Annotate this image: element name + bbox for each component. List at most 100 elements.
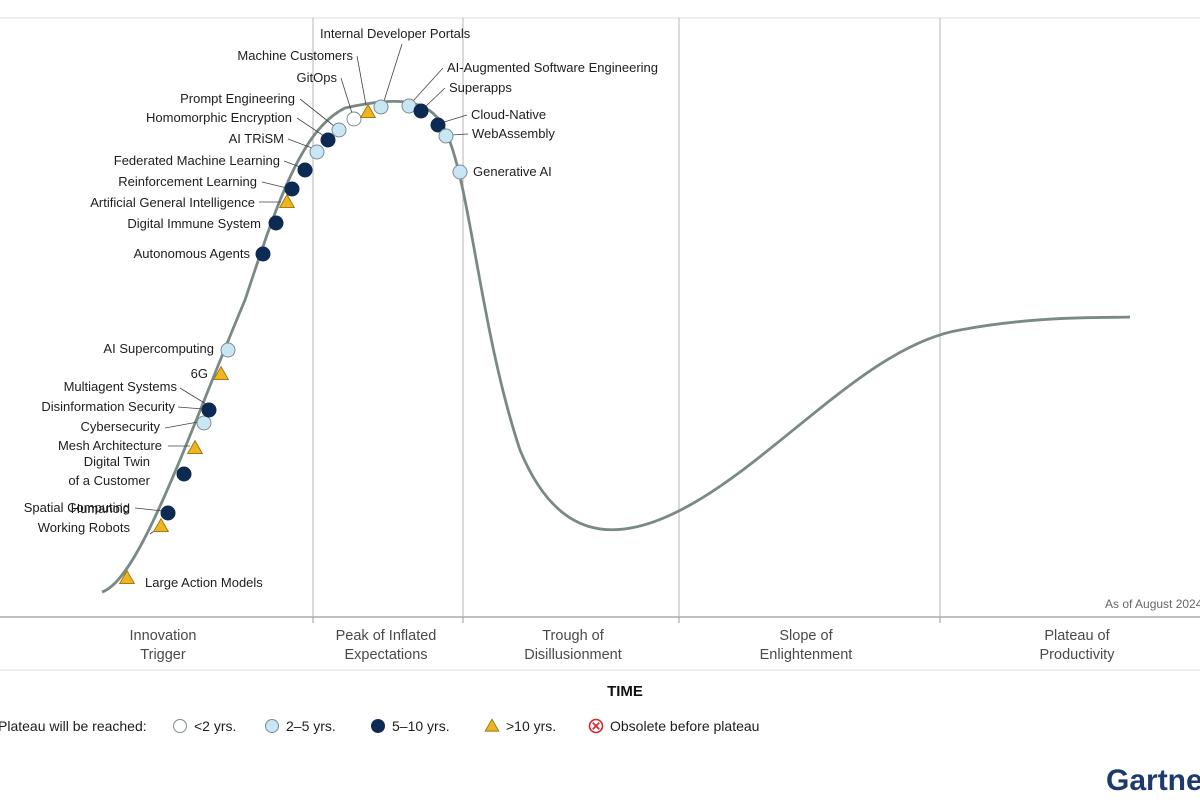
- phase-label-line: Expectations: [344, 647, 427, 663]
- leader-line-webassembly: [450, 133, 469, 136]
- legend: Plateau will be reached: <2 yrs. 2–5 yrs. 5…: [0, 718, 759, 734]
- phase-label-peak-of-inflated-expectations: Peak of Inflated Expectations: [336, 628, 437, 663]
- marker-autonomous-agents: [255, 246, 271, 262]
- label-gitops: GitOps: [297, 70, 338, 85]
- marker-mesh-architecture: [186, 439, 204, 454]
- marker-digital-immune-system: [268, 215, 284, 231]
- marker-ai-supercomputing: [220, 342, 236, 358]
- label-spatial-computing: Spatial Computing: [24, 500, 130, 515]
- marker-digital-twin-of-a-customer: [176, 466, 192, 482]
- phase-label-plateau-of-productivity: Plateau of Productivity: [1040, 628, 1116, 663]
- marker-machine-customers: [359, 103, 377, 118]
- label-homomorphic-encryption: Homomorphic Encryption: [146, 110, 292, 125]
- marker-humanoid-working-robots: [152, 517, 170, 532]
- chart-frame: [0, 17, 1200, 671]
- phase-label-line: Enlightenment: [760, 647, 853, 663]
- legend-label-gt10: >10 yrs.: [506, 718, 556, 734]
- marker-6g: [212, 365, 230, 380]
- leader-line-spatial-computing: [134, 507, 164, 512]
- label-superapps: Superapps: [449, 80, 512, 95]
- label-ai-trism: AI TRiSM: [229, 131, 284, 146]
- marker-spatial-computing: [160, 505, 176, 521]
- hype-curve: [101, 99, 1131, 594]
- leader-line-gitops: [340, 77, 353, 114]
- technology-markers: [118, 98, 468, 584]
- phase-label-line: Slope of: [779, 628, 833, 644]
- marker-cybersecurity: [196, 415, 212, 431]
- label-mesh-architecture: Mesh Architecture: [58, 438, 162, 453]
- marker-internal-developer-portals: [373, 99, 389, 115]
- label-ai-supercomputing: AI Supercomputing: [103, 341, 214, 356]
- marker-gitops: [346, 111, 362, 127]
- obsolete-cross-b: [592, 722, 600, 730]
- label-federated-machine-learning: Federated Machine Learning: [114, 153, 280, 168]
- leader-line-homomorphic-encryption: [296, 117, 325, 137]
- phase-label-line: Innovation: [130, 628, 197, 644]
- marker-federated-machine-learning: [297, 162, 313, 178]
- leader-line-ai-trism: [287, 138, 313, 149]
- label-machine-customers: Machine Customers: [237, 48, 353, 63]
- phase-label-line: Plateau of: [1044, 628, 1110, 644]
- marker-superapps: [413, 103, 429, 119]
- legend-marker-obsolete: [588, 718, 604, 734]
- leader-line-superapps: [425, 87, 446, 107]
- phase-label-line: Disillusionment: [524, 647, 622, 663]
- marker-large-action-models: [118, 569, 136, 584]
- label-line: of a Customer: [68, 473, 150, 488]
- phase-label-line: Peak of Inflated: [336, 628, 437, 644]
- label-prompt-engineering: Prompt Engineering: [180, 91, 295, 106]
- leader-line-reinforcement-learning: [261, 181, 288, 189]
- leader-line-federated-machine-learning: [283, 160, 301, 168]
- label-large-action-models: Large Action Models: [145, 575, 263, 590]
- marker-prompt-engineering: [331, 122, 347, 138]
- label-digital-immune-system: Digital Immune System: [127, 216, 261, 231]
- phase-label-line: Trigger: [140, 647, 186, 663]
- phase-label-line: Productivity: [1040, 647, 1116, 663]
- legend-label-2to5: 2–5 yrs.: [286, 718, 336, 734]
- leader-line-prompt-engineering: [299, 98, 335, 127]
- legend-label-lt2: <2 yrs.: [194, 718, 236, 734]
- technology-labels: Large Action Models Humanoid Working Robot…: [24, 26, 658, 590]
- label-cloud-native: Cloud-Native: [471, 107, 546, 122]
- label-digital-twin-of-a-customer: Digital Twin of a Customer: [68, 454, 150, 488]
- marker-disinformation-security: [201, 402, 217, 418]
- legend-marker-gt10: [484, 718, 500, 732]
- marker-generative-ai: [452, 164, 468, 180]
- phase-label-line: Trough of: [542, 628, 604, 644]
- marker-cloud-native: [430, 117, 446, 133]
- marker-ai-trism: [309, 144, 325, 160]
- legend-prefix: Plateau will be reached:: [0, 718, 147, 734]
- label-disinformation-security: Disinformation Security: [41, 399, 175, 414]
- phase-labels: Innovation Trigger Peak of Inflated Expecta…: [130, 628, 1116, 663]
- brand-logo: Gartner: [1106, 764, 1200, 797]
- label-humanoid-working-robots: Humanoid Working Robots: [38, 501, 131, 535]
- label-line: Digital Twin: [84, 454, 150, 469]
- leader-line-disinformation-security: [177, 406, 204, 410]
- marker-homomorphic-encryption: [320, 132, 336, 148]
- label-reinforcement-learning: Reinforcement Learning: [118, 174, 257, 189]
- label-line: Working Robots: [38, 520, 131, 535]
- leader-line-machine-customers: [356, 55, 367, 106]
- phase-label-slope-of-enlightenment: Slope of Enlightenment: [760, 628, 853, 663]
- label-ai-augmented-software-engineering: AI-Augmented Software Engineering: [447, 60, 658, 75]
- x-axis-label: TIME: [607, 683, 643, 700]
- label-multiagent-systems: Multiagent Systems: [64, 379, 178, 394]
- phase-label-trough-of-disillusionment: Trough of Disillusionment: [524, 628, 622, 663]
- label-generative-ai: Generative AI: [473, 164, 552, 179]
- leader-line-ai-augmented-software-engineering: [412, 67, 444, 102]
- legend-marker-5to10: [371, 719, 385, 733]
- leader-line-cloud-native: [443, 114, 468, 123]
- leader-line-multiagent-systems: [179, 387, 207, 405]
- legend-marker-lt2: [173, 719, 187, 733]
- legend-label-5to10: 5–10 yrs.: [392, 718, 450, 734]
- label-6g: 6G: [191, 366, 208, 381]
- marker-reinforcement-learning: [284, 181, 300, 197]
- label-webassembly: WebAssembly: [472, 126, 555, 141]
- as-of-date: As of August 2024: [1105, 597, 1200, 611]
- phase-label-innovation-trigger: Innovation Trigger: [130, 628, 197, 663]
- marker-webassembly: [438, 128, 454, 144]
- leader-line-cybersecurity: [164, 421, 199, 429]
- label-cybersecurity: Cybersecurity: [81, 419, 161, 434]
- label-internal-developer-portals: Internal Developer Portals: [320, 26, 471, 41]
